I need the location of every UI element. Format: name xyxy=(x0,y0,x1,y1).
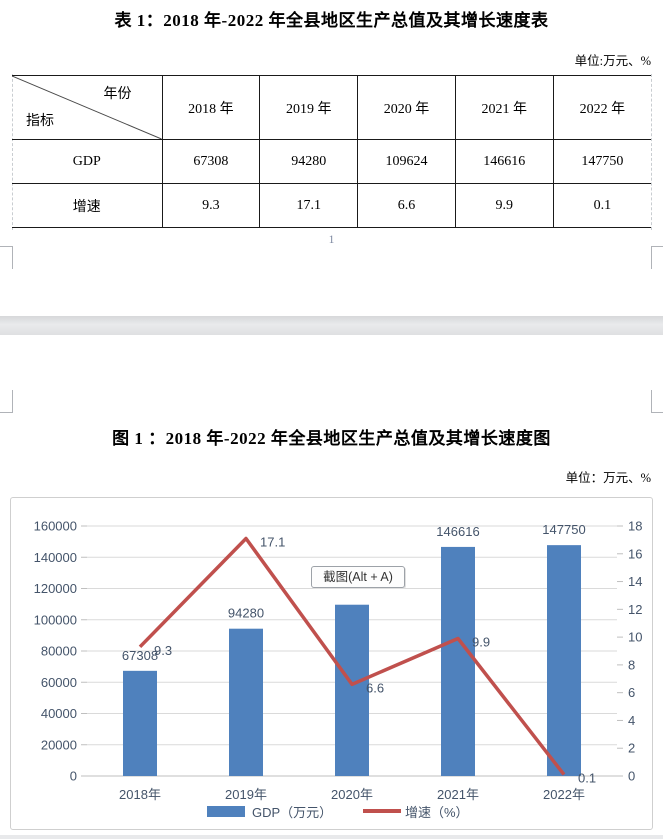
figure-title: 图 1 ：2018 年-2022 年全县地区生产总值及其增长速度图 xyxy=(112,429,551,448)
left-axis-label: 160000 xyxy=(34,519,77,534)
figure-unit-note: 单位：万元、% xyxy=(565,471,651,485)
legend-bar-swatch xyxy=(207,806,245,817)
right-axis-label: 16 xyxy=(628,546,642,561)
year-header-cell: 2020 年 xyxy=(357,75,456,140)
corner-label-year: 年份 xyxy=(103,87,132,102)
legend-line-label: 增速（%） xyxy=(405,805,469,820)
right-axis-label: 8 xyxy=(628,657,635,672)
text-boundary-right xyxy=(651,74,652,230)
left-axis-label: 0 xyxy=(70,769,77,784)
diagonal-header-cell: 年份 指标 xyxy=(12,75,163,140)
value-cell: 9.9 xyxy=(454,183,554,228)
value-cell: 9.3 xyxy=(161,183,261,228)
gdp-growth-chart[interactable]: 0 20000 40000 60000 80000 100000 120000 140000 1… xyxy=(10,497,653,830)
year-header-cell: 2018 年 xyxy=(161,75,261,140)
x-axis-category-label: 2019年 xyxy=(225,787,267,802)
left-axis-label: 20000 xyxy=(41,737,77,752)
value-cell: 94280 xyxy=(259,139,359,184)
value-cell: 67308 xyxy=(161,139,261,184)
growth-rate-line xyxy=(138,536,566,776)
bar-data-label: 146616 xyxy=(436,524,479,539)
page-bottom-edge xyxy=(0,835,663,839)
value-cell: 146616 xyxy=(454,139,554,184)
crop-mark-page1-bottom-right xyxy=(651,246,663,269)
left-axis-label: 60000 xyxy=(41,675,77,690)
line-data-label: 0.1 xyxy=(578,771,596,786)
page-gap xyxy=(0,316,663,335)
year-header-cell: 2019 年 xyxy=(259,75,359,140)
legend-bar-label: GDP（万元） xyxy=(252,805,332,820)
table-row: 增速 9.3 17.1 6.6 9.9 0.1 xyxy=(12,183,651,228)
x-axis-category-label: 2020年 xyxy=(331,787,373,802)
left-axis-label: 100000 xyxy=(34,612,77,627)
page-number: 1 xyxy=(328,234,335,246)
value-cell: 147750 xyxy=(552,139,651,184)
left-axis-label: 120000 xyxy=(34,581,77,596)
crop-mark-page2-top-left xyxy=(0,390,13,413)
corner-label-indicator: 指标 xyxy=(26,114,54,129)
right-axis-label: 18 xyxy=(628,519,642,534)
right-axis-label: 12 xyxy=(628,602,642,617)
right-axis-label: 10 xyxy=(628,630,642,645)
line-data-label: 9.3 xyxy=(154,643,172,658)
value-cell: 0.1 xyxy=(552,183,651,228)
chart-canvas: 0 20000 40000 60000 80000 100000 120000 140000 1… xyxy=(34,519,643,821)
left-axis-label: 80000 xyxy=(41,644,77,659)
row-label-cell: GDP xyxy=(12,139,163,184)
bar-data-label: 94280 xyxy=(228,606,264,621)
right-axis-label: 2 xyxy=(628,741,635,756)
crop-mark-page1-bottom-left xyxy=(0,246,13,269)
table-row: GDP 67308 94280 109624 146616 147750 xyxy=(12,139,651,184)
row-label-cell: 增速 xyxy=(12,183,163,228)
x-axis-category-label: 2021年 xyxy=(437,787,479,802)
gdp-bar xyxy=(123,670,157,776)
gdp-bar xyxy=(335,604,369,776)
gdp-table: 年份 指标 2018 年 2019 年 2020 年 2021 年 2022 年 GDP… xyxy=(12,75,651,228)
value-cell: 17.1 xyxy=(259,183,359,228)
table-header-row: 年份 指标 2018 年 2019 年 2020 年 2021 年 2022 年 xyxy=(12,75,651,140)
value-cell: 109624 xyxy=(357,139,456,184)
left-axis-label: 140000 xyxy=(34,550,77,565)
right-axis-label: 14 xyxy=(628,574,642,589)
right-axis-label: 6 xyxy=(628,685,635,700)
table-unit-note: 单位:万元、% xyxy=(574,54,651,68)
gdp-bar xyxy=(547,545,581,776)
line-data-label: 9.9 xyxy=(472,635,490,650)
line-data-label: 17.1 xyxy=(260,535,285,550)
bar-data-label: 67308 xyxy=(122,648,158,663)
right-axis-label: 4 xyxy=(628,713,635,728)
year-header-cell: 2022 年 xyxy=(552,75,651,140)
table-title: 表 1：2018 年-2022 年全县地区生产总值及其增长速度表 xyxy=(114,11,549,30)
gdp-bar xyxy=(229,628,263,776)
line-data-label: 6.6 xyxy=(366,680,384,695)
diagonal-line xyxy=(12,76,162,139)
right-axis-label: 0 xyxy=(628,769,635,784)
year-header-cell: 2021 年 xyxy=(454,75,554,140)
value-cell: 6.6 xyxy=(357,183,456,228)
left-axis-label: 40000 xyxy=(41,706,77,721)
bar-data-label: 147750 xyxy=(542,522,585,537)
gdp-bar xyxy=(441,546,475,776)
screenshot-tooltip[interactable]: 截图(Alt + A) xyxy=(311,566,405,588)
crop-mark-page2-top-right xyxy=(651,390,663,413)
x-axis-category-label: 2018年 xyxy=(119,787,161,802)
x-axis-category-label: 2022年 xyxy=(543,787,585,802)
